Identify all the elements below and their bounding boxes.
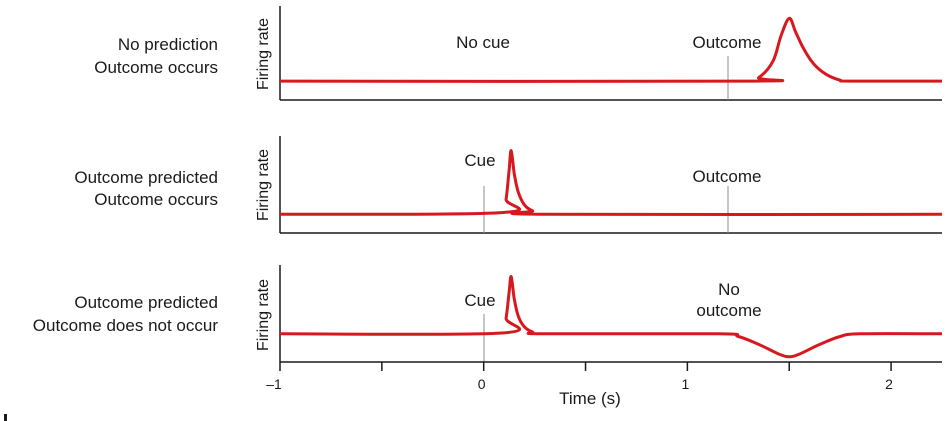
outcome-label: Outcome — [693, 33, 762, 52]
x-axis-label: Time (s) — [559, 389, 621, 408]
firing-rate-trace — [279, 275, 943, 359]
y-axis-label: Firing rate — [255, 18, 272, 90]
firing-rate-trace — [279, 149, 943, 217]
panel-outcome-predicted-not-occurs: Outcome predicted Outcome does not occur… — [33, 265, 943, 362]
x-tick-label: 0 — [478, 376, 486, 392]
no-outcome-label-line2: outcome — [696, 301, 761, 320]
row-label-line2: Outcome occurs — [94, 58, 218, 77]
row-label-line1: Outcome predicted — [74, 168, 218, 187]
time-axis: Time (s) –1 0 1 2 — [266, 361, 942, 408]
cue-label: Cue — [464, 291, 495, 310]
no-outcome-label-line1: No — [718, 280, 740, 299]
x-tick-label: 2 — [885, 376, 893, 392]
panel-no-prediction: No prediction Outcome occurs Firing rate… — [94, 6, 943, 101]
x-tick-label: –1 — [266, 376, 282, 392]
no-cue-label: No cue — [456, 33, 510, 52]
row-label-line1: Outcome predicted — [74, 293, 218, 312]
row-label-line1: No prediction — [118, 35, 218, 54]
outcome-label: Outcome — [693, 167, 762, 186]
corner-mark — [4, 414, 7, 421]
x-tick-label: 1 — [681, 376, 689, 392]
row-label-line2: Outcome does not occur — [33, 316, 219, 335]
panel-outcome-predicted-occurs: Outcome predicted Outcome occurs Firing … — [74, 136, 943, 234]
y-axis-label: Firing rate — [255, 279, 272, 351]
row-label-line2: Outcome occurs — [94, 190, 218, 209]
y-axis-label: Firing rate — [255, 149, 272, 221]
firing-rate-trace — [279, 16, 943, 83]
cue-label: Cue — [464, 151, 495, 170]
